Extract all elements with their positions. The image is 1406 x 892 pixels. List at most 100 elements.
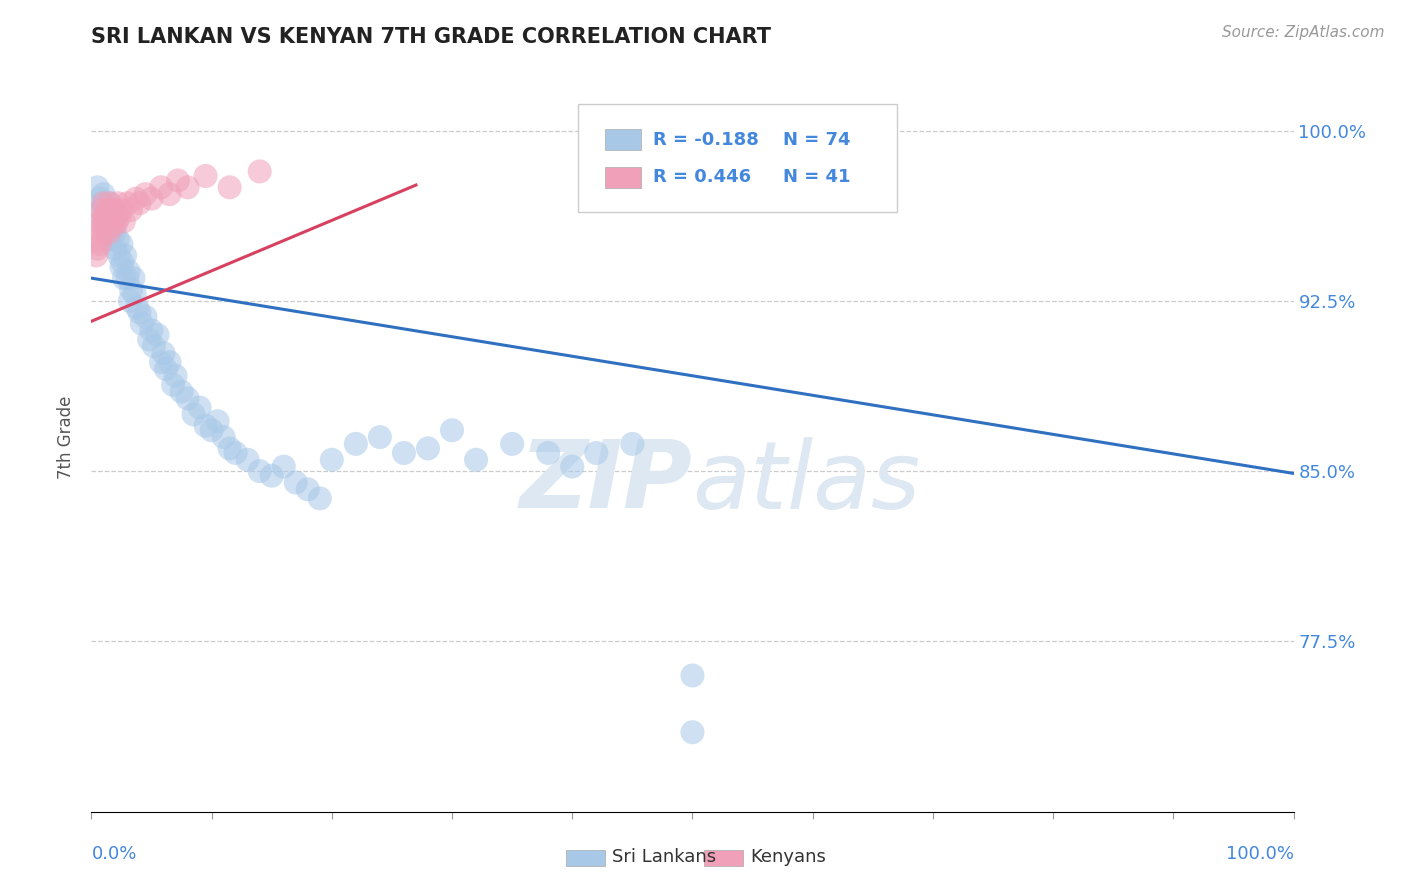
Point [93, 196, 115, 211]
Point [416, 442, 439, 456]
Point [101, 214, 124, 228]
Point [176, 392, 198, 406]
Point [218, 180, 240, 194]
Point [98, 196, 121, 211]
Point [236, 452, 259, 467]
Point [107, 196, 129, 211]
Point [273, 459, 295, 474]
Point [134, 310, 156, 324]
Point [91, 196, 114, 211]
Point [125, 301, 148, 315]
Point [120, 283, 142, 297]
Point [201, 423, 224, 437]
Point [110, 202, 132, 217]
Point [585, 446, 607, 460]
Point [183, 408, 205, 422]
Point [128, 305, 150, 319]
Point [118, 293, 141, 308]
Point [159, 187, 181, 202]
Point [108, 210, 131, 224]
Point [150, 355, 173, 369]
Point [93, 214, 115, 228]
Text: 100.0%: 100.0% [1226, 846, 1294, 863]
Point [101, 202, 124, 217]
Point [93, 210, 115, 224]
Point [225, 446, 247, 460]
Point [108, 248, 131, 262]
Point [368, 430, 391, 444]
Point [96, 210, 118, 224]
Point [344, 437, 367, 451]
Point [125, 192, 148, 206]
Point [141, 323, 163, 337]
Point [90, 226, 112, 240]
Point [110, 260, 132, 274]
Text: N = 41: N = 41 [783, 168, 851, 186]
Point [93, 187, 115, 202]
Point [105, 214, 128, 228]
Point [308, 491, 330, 506]
Point [91, 202, 114, 217]
Text: SRI LANKAN VS KENYAN 7TH GRADE CORRELATION CHART: SRI LANKAN VS KENYAN 7TH GRADE CORRELATI… [91, 27, 772, 47]
Point [94, 214, 117, 228]
Point [114, 248, 136, 262]
Point [188, 401, 211, 415]
Point [152, 346, 174, 360]
Point [97, 202, 120, 217]
Point [90, 214, 112, 228]
Point [117, 196, 139, 211]
Point [465, 452, 488, 467]
Point [165, 368, 187, 383]
Point [176, 180, 198, 194]
Point [537, 446, 560, 460]
Point [207, 414, 229, 428]
Point [110, 237, 132, 252]
Point [501, 437, 523, 451]
Point [117, 271, 139, 285]
Point [111, 255, 134, 269]
Point [89, 237, 111, 252]
Point [94, 219, 117, 233]
Text: R = -0.188: R = -0.188 [652, 130, 759, 149]
Point [162, 377, 184, 392]
Point [142, 339, 165, 353]
Point [84, 248, 107, 262]
Point [124, 287, 146, 301]
Text: ZIP: ZIP [520, 436, 692, 528]
Point [104, 242, 127, 256]
Point [112, 214, 135, 228]
Point [150, 180, 173, 194]
FancyBboxPatch shape [605, 129, 641, 150]
Point [249, 464, 271, 478]
Text: N = 74: N = 74 [783, 130, 851, 149]
Point [107, 233, 129, 247]
Point [122, 271, 145, 285]
Point [120, 202, 142, 217]
Point [167, 173, 190, 187]
Point [86, 242, 108, 256]
Point [90, 202, 112, 217]
Point [218, 442, 240, 456]
Point [89, 192, 111, 206]
Text: atlas: atlas [692, 436, 921, 527]
Point [91, 219, 114, 233]
Point [101, 219, 124, 233]
Text: Kenyans: Kenyans [751, 848, 827, 866]
Point [100, 233, 122, 247]
FancyBboxPatch shape [567, 850, 605, 866]
Point [104, 219, 127, 233]
Point [260, 468, 283, 483]
Point [97, 226, 120, 240]
Text: Sri Lankans: Sri Lankans [612, 848, 716, 866]
Point [101, 202, 124, 217]
Point [392, 446, 415, 460]
Point [194, 169, 217, 183]
Point [103, 226, 125, 240]
Point [284, 475, 307, 490]
Point [681, 725, 703, 739]
Point [155, 362, 177, 376]
FancyBboxPatch shape [605, 167, 641, 187]
Point [321, 452, 343, 467]
Point [212, 430, 235, 444]
Point [87, 233, 110, 247]
